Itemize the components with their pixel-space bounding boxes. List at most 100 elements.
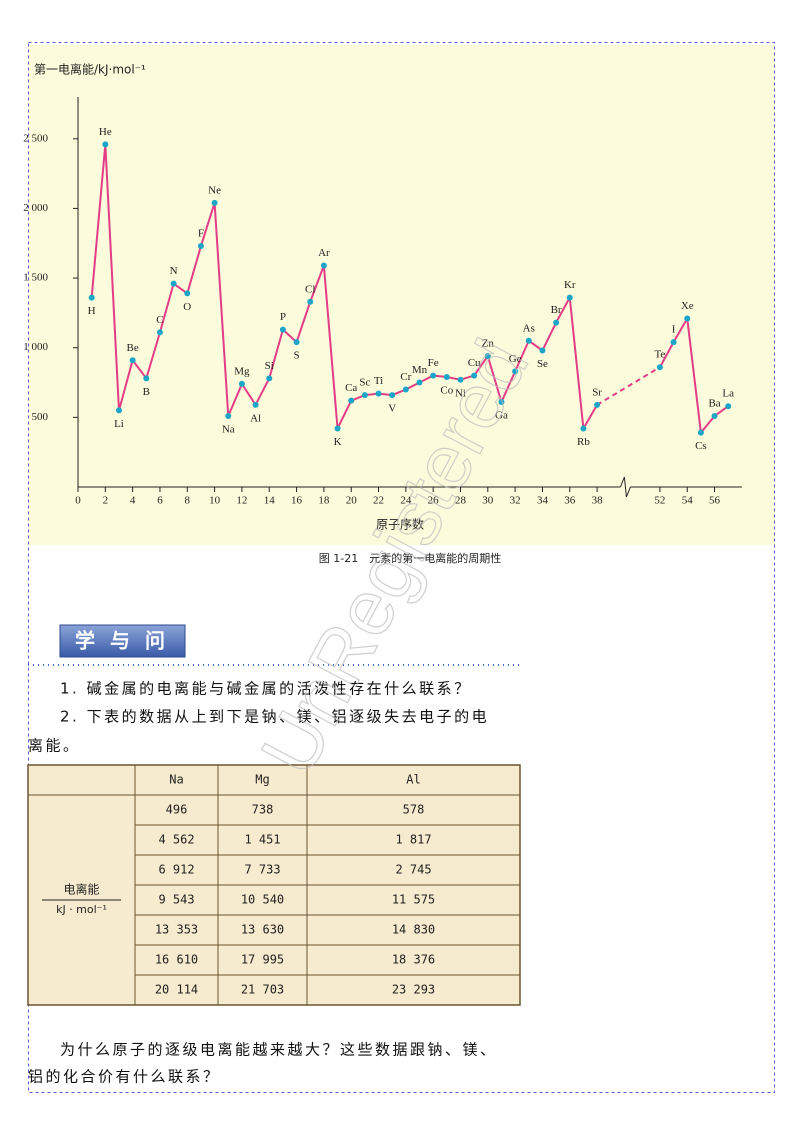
table-cell: 1 817 — [395, 833, 431, 847]
data-point — [670, 339, 677, 346]
data-point — [430, 372, 437, 379]
data-point — [525, 337, 532, 344]
y-tick-label: 500 — [32, 411, 49, 423]
data-point — [115, 407, 122, 414]
data-point — [266, 375, 273, 382]
caption: 图 1-21 元素的第一电离能的周期性 — [319, 551, 501, 565]
data-point — [402, 386, 409, 393]
data-point — [594, 401, 601, 408]
table-cell: 11 575 — [392, 893, 435, 907]
point-label: Mg — [234, 365, 250, 377]
data-point — [457, 376, 464, 383]
point-label: O — [183, 301, 191, 313]
point-label: Cr — [400, 371, 411, 383]
point-label: I — [672, 324, 676, 336]
question: 1. 碱金属的电离能与碱金属的活泼性存在什么联系？ — [60, 680, 472, 698]
section-title-box — [59, 624, 186, 658]
data-point — [725, 403, 732, 410]
point-label: Ar — [318, 247, 330, 259]
table-cell: 18 376 — [392, 953, 435, 967]
table-header: Mg — [255, 773, 269, 787]
data-point — [238, 380, 245, 387]
y-tick-label: 1 500 — [23, 272, 48, 284]
point-label: Xe — [681, 300, 694, 312]
x-tick-label: 54 — [682, 495, 694, 507]
point-label: H — [88, 305, 96, 317]
x-tick-label: 28 — [455, 495, 467, 507]
row-label: kJ · mol⁻¹ — [56, 903, 107, 916]
data-point — [580, 425, 587, 432]
question: 为什么原子的逐级电离能越来越大？这些数据跟钠、镁、 — [60, 1041, 498, 1059]
data-point — [484, 353, 491, 360]
point-label: Ti — [374, 375, 383, 387]
point-label: Sr — [592, 386, 602, 398]
y-tick-label: 1 000 — [23, 341, 48, 353]
table-cell: 21 703 — [241, 983, 284, 997]
x-tick-label: 8 — [185, 495, 191, 507]
x-tick-label: 38 — [592, 495, 604, 507]
data-point — [129, 357, 136, 364]
point-label: Sc — [359, 377, 370, 389]
table-cell: 6 912 — [158, 863, 194, 877]
data-point — [348, 397, 355, 404]
point-label: S — [293, 350, 299, 362]
data-point — [211, 199, 218, 206]
data-point — [320, 262, 327, 269]
data-point — [279, 326, 286, 333]
data-point — [361, 392, 368, 399]
x-tick-label: 18 — [318, 495, 330, 507]
table-cell: 16 610 — [155, 953, 198, 967]
point-label: Fe — [428, 357, 439, 369]
data-point — [334, 425, 341, 432]
data-point — [512, 368, 519, 375]
point-label: Ge — [509, 353, 522, 365]
data-point — [197, 243, 204, 250]
data-point — [416, 379, 423, 386]
point-label: He — [99, 126, 112, 138]
y-tick-label: 2 500 — [23, 132, 48, 144]
data-point — [156, 329, 163, 336]
data-point — [143, 375, 150, 382]
point-label: La — [722, 388, 734, 400]
question: 离能。 — [28, 737, 81, 755]
chart-background — [28, 45, 775, 545]
table-cell: 13 630 — [241, 923, 284, 937]
table-header: Al — [406, 773, 420, 787]
x-axis-label: 原子序数 — [376, 517, 424, 532]
point-label: C — [156, 314, 163, 326]
point-label: Cl — [305, 283, 315, 295]
point-label: V — [388, 403, 396, 415]
axis-break — [619, 476, 631, 498]
point-label: Al — [250, 412, 261, 424]
x-tick-label: 26 — [428, 495, 440, 507]
x-tick-label: 52 — [654, 495, 665, 507]
question: 2. 下表的数据从上到下是钠、镁、铝逐级失去电子的电 — [60, 708, 489, 726]
point-label: Ba — [708, 397, 720, 409]
x-tick-label: 10 — [209, 495, 221, 507]
data-point — [498, 399, 505, 406]
table-cell: 4 562 — [158, 833, 194, 847]
table-cell: 17 995 — [241, 953, 284, 967]
data-point — [307, 298, 314, 305]
x-tick-label: 14 — [264, 495, 276, 507]
point-label: Ca — [345, 382, 357, 394]
x-tick-label: 16 — [291, 495, 303, 507]
x-tick-label: 36 — [564, 495, 576, 507]
point-label: F — [198, 228, 204, 240]
data-point — [252, 401, 259, 408]
y-tick-label: 2 000 — [23, 202, 48, 214]
data-point — [656, 364, 663, 371]
data-point — [170, 280, 177, 287]
table-cell: 578 — [403, 803, 425, 817]
table-cell: 2 745 — [395, 863, 431, 877]
point-label: B — [143, 386, 150, 398]
data-point — [711, 412, 718, 419]
data-point — [553, 319, 560, 326]
table-header: Na — [169, 773, 183, 787]
table-cell: 20 114 — [155, 983, 198, 997]
point-label: Kr — [564, 279, 576, 291]
x-tick-label: 6 — [157, 495, 163, 507]
data-point — [539, 347, 546, 354]
x-tick-label: 12 — [236, 495, 247, 507]
